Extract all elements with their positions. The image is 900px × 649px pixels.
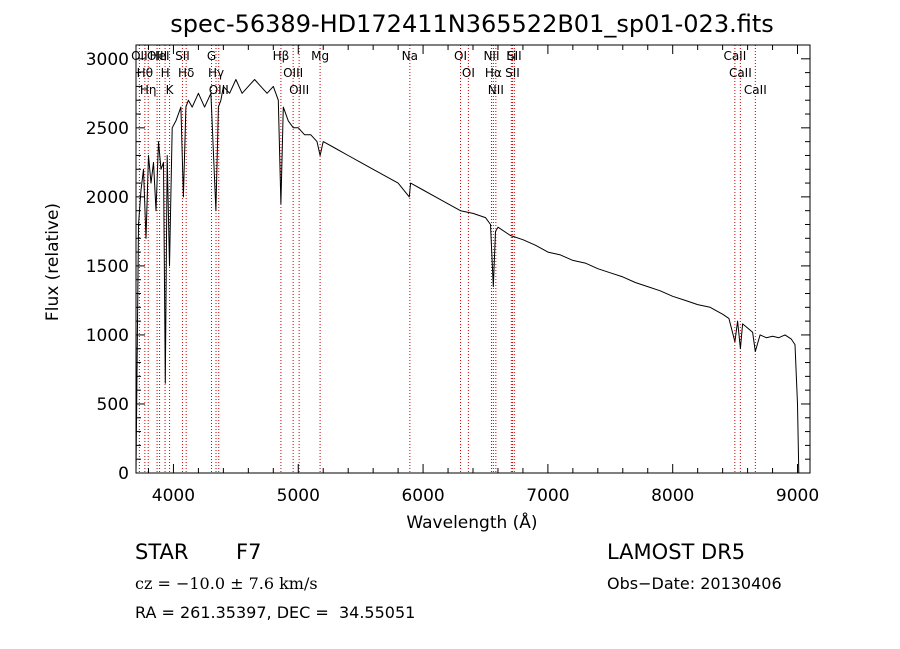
y-tick-label: 2500 — [86, 119, 129, 139]
y-tick-label: 2000 — [86, 188, 129, 208]
spectrum-line — [135, 79, 800, 474]
line-label: HeI — [150, 49, 170, 63]
x-tick-label: 6000 — [401, 486, 444, 506]
line-label: NII — [488, 83, 504, 97]
x-tick-label: 7000 — [526, 486, 569, 506]
line-label: OIII — [209, 83, 229, 97]
line-label: OI — [462, 66, 475, 80]
spectrum-chart: spec-56389-HD172411N365522B01_sp01-023.f… — [43, 10, 819, 533]
line-label: OII — [131, 49, 148, 63]
y-axis-label: Flux (relative) — [43, 203, 63, 321]
y-tick-label: 1500 — [86, 257, 129, 277]
chart-title: spec-56389-HD172411N365522B01_sp01-023.f… — [170, 10, 774, 38]
line-label: SII — [507, 49, 522, 63]
emission-line-markers — [138, 45, 756, 473]
y-tick-label: 3000 — [86, 50, 129, 70]
line-label: Hδ — [178, 66, 194, 80]
line-label: Hη — [140, 83, 157, 97]
axis-ticks: 4000 5000 6000 7000 8000 9000 0 500 1000 1500 2000… — [86, 45, 819, 506]
x-axis-label: Wavelength (Å) — [406, 511, 537, 533]
line-label: NII — [483, 49, 499, 63]
survey-name: LAMOST DR5 — [607, 540, 746, 564]
y-tick-label: 500 — [97, 395, 129, 415]
line-label: K — [166, 83, 175, 97]
line-label: CaII — [723, 49, 746, 63]
redshift-text: cz = −10.0 ± 7.6 km/s — [135, 574, 318, 593]
line-label: CaII — [744, 83, 767, 97]
y-tick-label: 0 — [118, 464, 129, 484]
x-tick-label: 5000 — [277, 486, 320, 506]
object-subclass: F7 — [236, 540, 262, 564]
line-label: Mg — [311, 49, 329, 63]
x-tick-label: 8000 — [651, 486, 694, 506]
line-label: Li — [506, 49, 516, 63]
line-label: Hα — [485, 66, 502, 80]
line-label: Hβ — [273, 49, 290, 63]
x-tick-label: 4000 — [152, 486, 195, 506]
observation-date: Obs−Date: 20130406 — [607, 574, 782, 593]
line-label: H — [161, 66, 170, 80]
y-tick-label: 1000 — [86, 326, 129, 346]
line-label: G — [207, 49, 216, 63]
line-label: Na — [402, 49, 418, 63]
object-class: STAR — [135, 540, 189, 564]
coordinates-text: RA = 261.35397, DEC = 34.55051 — [135, 603, 416, 622]
line-label: CaII — [729, 66, 752, 80]
line-label: OI — [454, 49, 467, 63]
x-tick-label: 9000 — [776, 486, 819, 506]
line-label: Hγ — [208, 66, 224, 80]
line-label: OIII — [283, 66, 303, 80]
spectrum-series — [135, 79, 800, 474]
plot-area-frame — [135, 44, 811, 474]
line-label: SII — [505, 66, 520, 80]
line-label: SII — [175, 49, 190, 63]
line-label: Hθ — [137, 66, 153, 80]
line-label: OIII — [147, 49, 167, 63]
line-label: OIII — [289, 83, 309, 97]
